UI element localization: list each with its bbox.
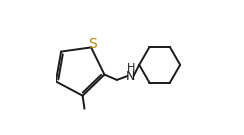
Text: H: H (126, 63, 135, 73)
Text: S: S (88, 37, 97, 51)
Text: N: N (126, 70, 135, 83)
